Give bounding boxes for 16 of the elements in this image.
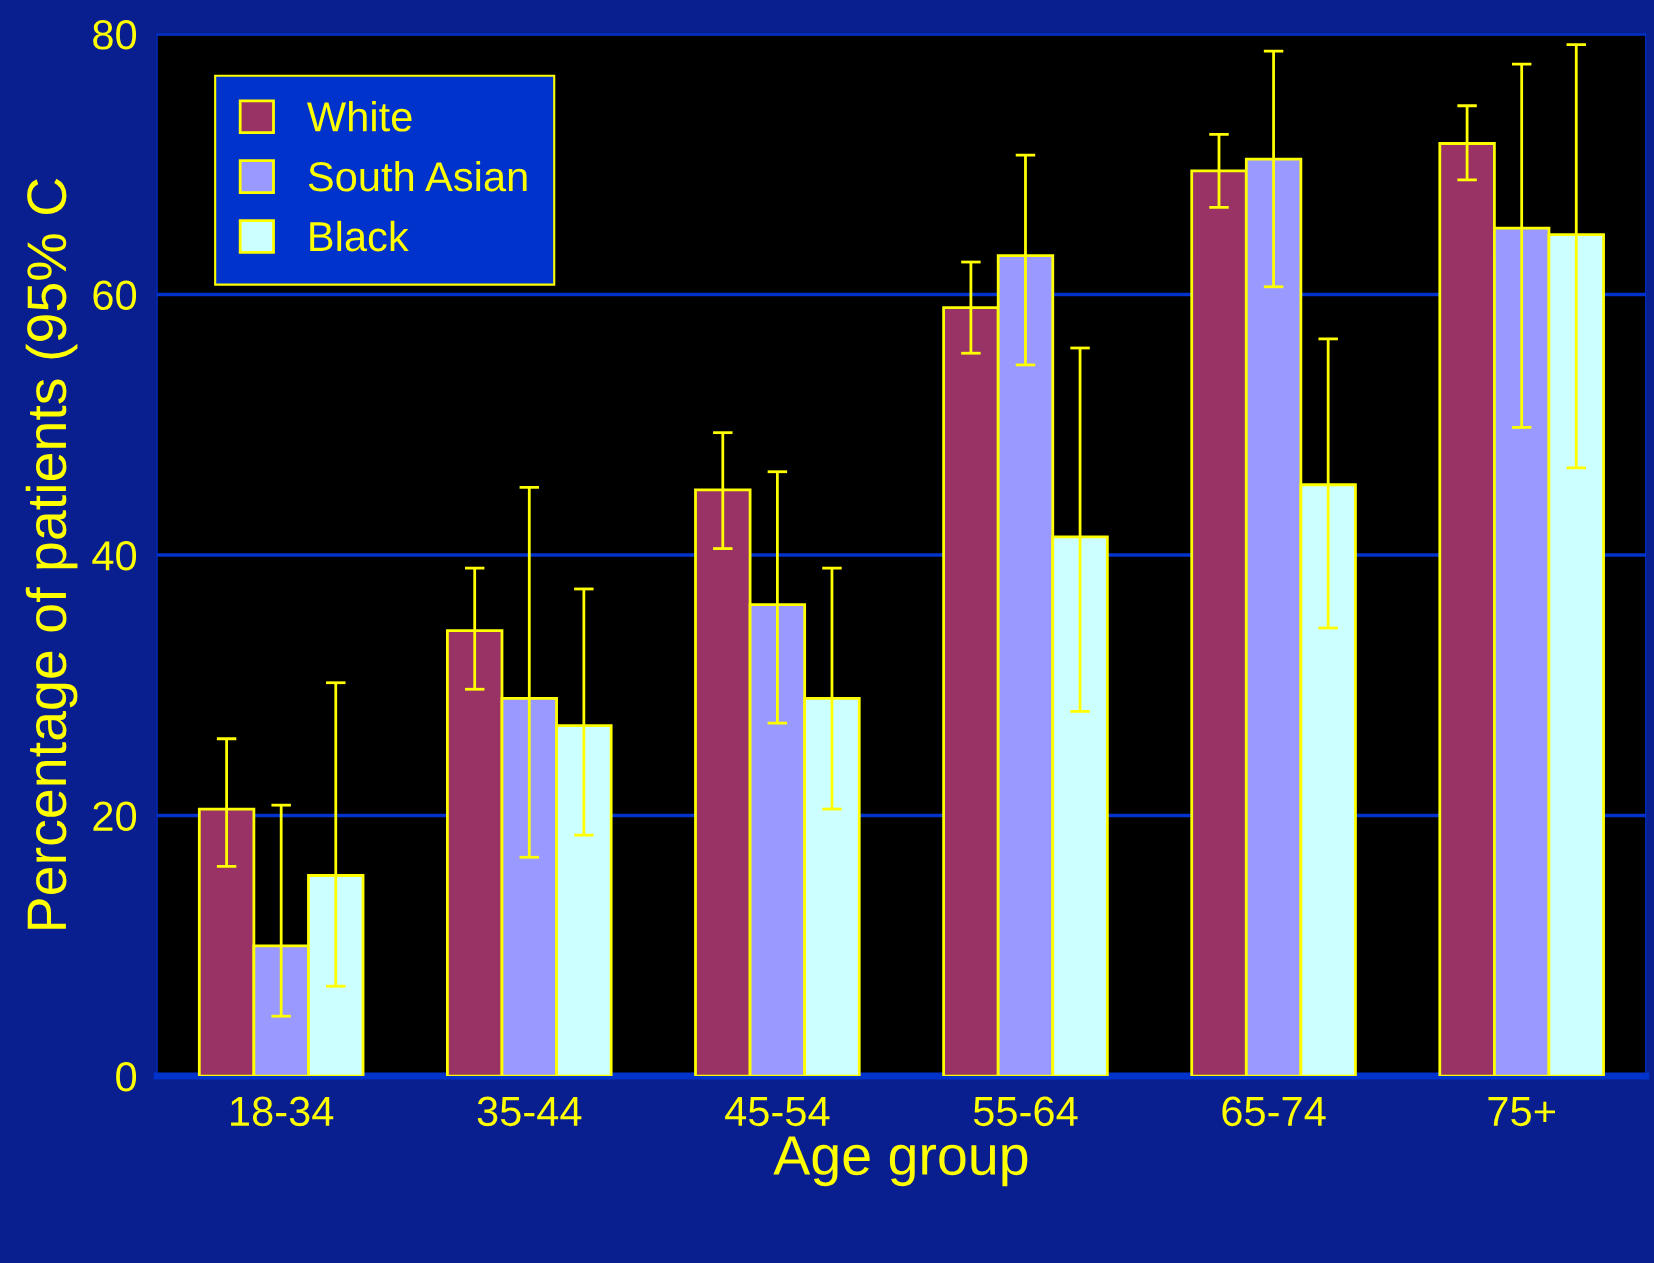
y-tick-label: 60 (93, 280, 137, 311)
legend-label: Black (310, 220, 409, 252)
legend-label: South Asian (308, 160, 527, 192)
x-tick-label: 55-64 (973, 1096, 1078, 1127)
legend-label: White (307, 101, 412, 132)
x-tick-label: 75+ (1488, 1097, 1555, 1127)
y-axis-title: Percentage of patients (95% C (25, 178, 78, 929)
y-tick-label: 80 (93, 20, 137, 50)
x-tick-label: 35-44 (477, 1096, 582, 1127)
x-tick-label: 65-74 (1222, 1096, 1326, 1127)
x-tick-label: 45-54 (725, 1097, 830, 1127)
y-tick-label: 0 (116, 1062, 137, 1092)
y-tick-label: 40 (92, 541, 137, 571)
x-axis-title: Age group (773, 1136, 1028, 1187)
x-tick-label: 18-34 (231, 1096, 334, 1127)
y-tick-label: 20 (93, 801, 137, 832)
